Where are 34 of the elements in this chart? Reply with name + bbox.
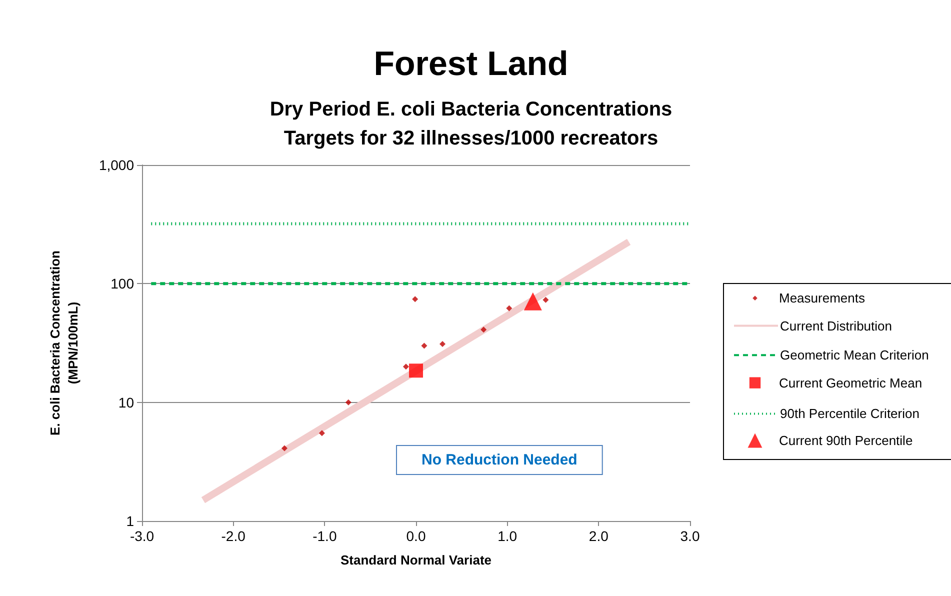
chart-title: Forest Land [374, 45, 568, 83]
chart-subtitle: Dry Period E. coli Bacteria Concentrations Targets for 32 illnesses/1000 recreators [270, 98, 672, 150]
point [524, 292, 542, 310]
point [402, 364, 409, 370]
x-tick-label: -3.0 [130, 528, 154, 544]
legend-label: 90th Percentile Criterion [780, 406, 920, 422]
annotation: No Reduction Needed [422, 452, 578, 468]
point [506, 305, 512, 312]
legend-label: Current 90th Percentile [779, 433, 913, 448]
y-tick-label: 1 [126, 513, 134, 529]
legend-label: Measurements [779, 290, 866, 306]
legend-label: Current Distribution [780, 318, 892, 334]
point [281, 445, 288, 452]
point [345, 399, 352, 406]
x-tick-label: -1.0 [312, 528, 337, 544]
x-tick-label: 3.0 [680, 528, 700, 544]
y-axis-title: E. coli Bacteria Concentration (MPN/100mL) [48, 250, 80, 436]
point [542, 296, 549, 303]
point [439, 341, 446, 348]
y-tick-label: 10 [118, 394, 134, 410]
x-tick-label: 2.0 [588, 528, 609, 544]
x-tick-label: 0.0 [406, 528, 426, 544]
x-tick-label: 1.0 [498, 528, 518, 544]
y-tick-label: 100 [110, 276, 134, 292]
point [412, 296, 418, 302]
point [318, 430, 325, 436]
y-tick-label: 1,000 [98, 157, 134, 173]
x-tick-label: -2.0 [221, 528, 246, 544]
legend-label: Geometric Mean Criterion [780, 348, 929, 363]
legend-label: Current Geometric Mean [779, 375, 922, 390]
point [409, 364, 423, 378]
point [421, 342, 428, 349]
point [480, 326, 487, 333]
x-axis-title: Standard Normal Variate [340, 552, 492, 568]
